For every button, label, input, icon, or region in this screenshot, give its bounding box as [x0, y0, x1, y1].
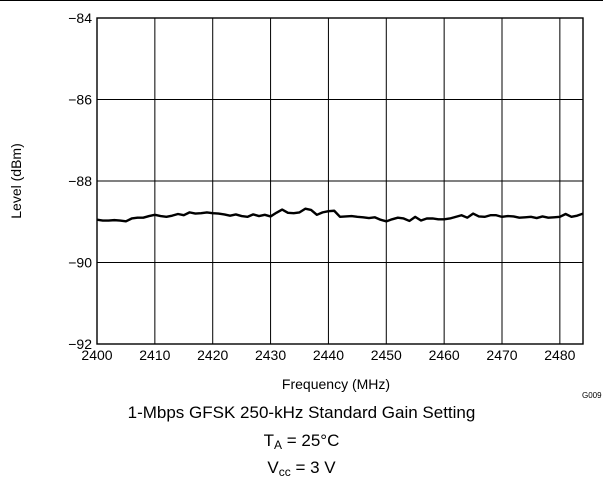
x-tick-label-2420: 2420 [197, 347, 228, 363]
y-tick-label-1: −86 [68, 92, 92, 108]
chart-grid [96, 17, 584, 345]
vcc-symbol: V [267, 458, 279, 477]
x-tick-label-2430: 2430 [255, 347, 286, 363]
ta-value: = 25°C [282, 431, 340, 450]
x-tick-label-2410: 2410 [139, 347, 170, 363]
chart-series [96, 207, 584, 223]
x-tick-label-2400: 2400 [81, 347, 112, 363]
series-line-0 [96, 207, 584, 223]
x-tick-label-2440: 2440 [313, 347, 344, 363]
caption-supply-voltage: Vcc = 3 V [0, 458, 603, 478]
x-tick-label-2460: 2460 [429, 347, 460, 363]
x-tick-label-2480: 2480 [544, 347, 575, 363]
x-tick-label-2470: 2470 [486, 347, 517, 363]
caption-temperature: TA = 25°C [0, 431, 603, 451]
plot-frame [96, 17, 584, 345]
x-axis-title: Frequency (MHz) [282, 376, 390, 392]
figure-id-label: G009 [582, 391, 602, 400]
ta-symbol: T [263, 431, 274, 450]
x-tick-label-2450: 2450 [371, 347, 402, 363]
y-axis-title: Level (dBm) [8, 143, 24, 218]
ta-subscript: A [274, 438, 283, 452]
chart-tick-labels: 2400 2410 2420 2430 2440 2450 2460 2470 2480 −84 −… [68, 10, 575, 363]
vcc-value: = 3 V [290, 458, 336, 477]
y-tick-label-2: −88 [68, 173, 92, 189]
y-tick-label-3: −90 [68, 255, 92, 271]
y-tick-label-4: −92 [68, 336, 92, 352]
y-tick-label-0: −84 [68, 10, 92, 26]
vcc-subscript: cc [278, 465, 291, 479]
caption-gain-setting: 1-Mbps GFSK 250-kHz Standard Gain Settin… [127, 403, 476, 422]
